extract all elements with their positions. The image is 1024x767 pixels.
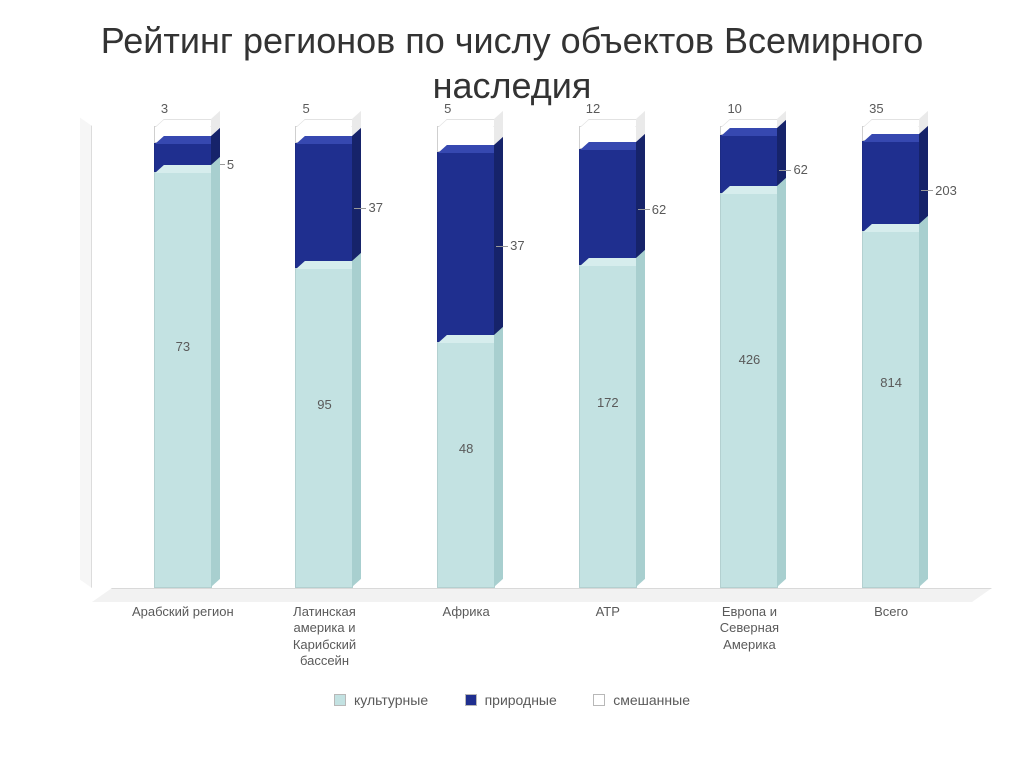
x-axis-label: Латинская америка и Карибский бассейн [269,598,379,686]
value-mixed: 5 [302,101,309,116]
legend-item-cultural: культурные [334,692,428,708]
segment-cultural: 95 [295,268,353,588]
heritage-chart: 357353795537481262172106242635203814 Ара… [52,126,972,686]
bars-container: 357353795537481262172106242635203814 [112,126,962,588]
value-cultural: 73 [176,339,190,354]
bar-group: 53795 [284,126,364,588]
legend-item-mixed: смешанные [593,692,690,708]
x-axis-label: Арабский регион [128,598,238,686]
segment-cultural: 48 [437,342,495,588]
segment-cultural: 426 [720,193,778,588]
swatch-natural [465,694,477,706]
bar-group: 1062426 [709,126,789,588]
value-cultural: 426 [739,352,761,367]
value-cultural: 48 [459,441,473,456]
y-axis-wall [80,118,92,588]
swatch-cultural [334,694,346,706]
legend-label: природные [485,692,557,708]
segment-natural: 37 [295,143,353,268]
legend-label: смешанные [613,692,690,708]
segment-natural: 62 [720,135,778,193]
value-natural: 37 [368,200,382,215]
x-axis-label: Всего [836,598,946,686]
value-natural: 62 [652,202,666,217]
value-mixed: 12 [586,101,600,116]
bar-group: 1262172 [568,126,648,588]
value-mixed: 10 [727,101,741,116]
bar-group: 3573 [143,126,223,588]
value-mixed: 5 [444,101,451,116]
x-axis-labels: Арабский регион Латинская америка и Кариб… [112,598,962,686]
value-natural: 62 [793,162,807,177]
segment-cultural: 172 [579,265,637,588]
value-mixed: 3 [161,101,168,116]
segment-cultural: 73 [154,172,212,588]
value-mixed: 35 [869,101,883,116]
bar-group: 35203814 [851,126,931,588]
swatch-mixed [593,694,605,706]
x-axis-label: АТР [553,598,663,686]
value-cultural: 95 [317,397,331,412]
bar-group: 53748 [426,126,506,588]
x-axis-label: Африка [411,598,521,686]
segment-cultural: 814 [862,231,920,588]
x-axis-label: Европа и Северная Америка [694,598,804,686]
legend-item-natural: природные [465,692,557,708]
legend-label: культурные [354,692,428,708]
value-natural: 37 [510,238,524,253]
segment-natural: 37 [437,152,495,342]
segment-natural: 203 [862,141,920,230]
legend: культурные природные смешанные [0,692,1024,711]
segment-natural: 62 [579,149,637,265]
value-cultural: 172 [597,395,619,410]
value-cultural: 814 [880,375,902,390]
value-natural: 5 [227,157,234,172]
value-natural: 203 [935,183,957,198]
